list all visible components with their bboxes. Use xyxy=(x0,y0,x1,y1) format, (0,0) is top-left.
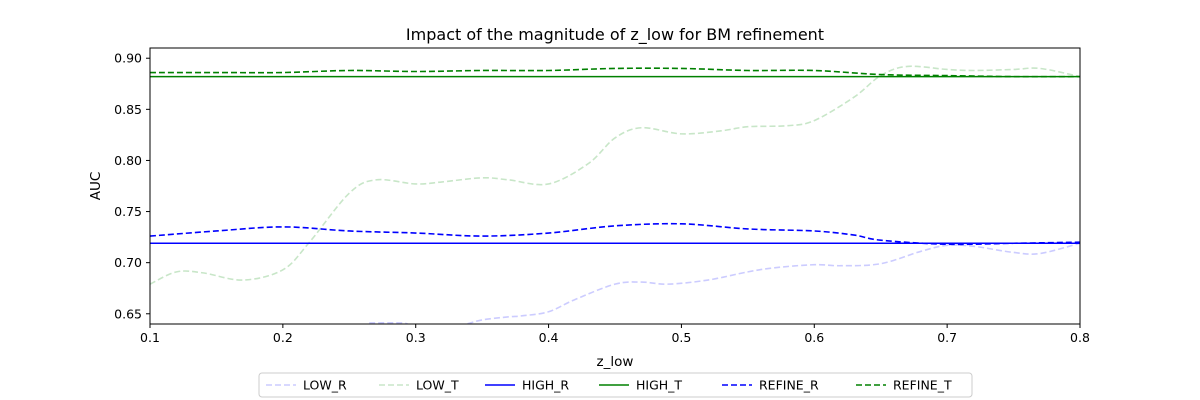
legend-label-low-t: LOW_T xyxy=(416,378,459,393)
legend-label-refine-r: REFINE_R xyxy=(759,378,819,393)
series-layer xyxy=(150,65,1080,324)
chart-legend: LOW_R LOW_T HIGH_R HIGH_T REFINE_R REFINE_T xyxy=(258,372,973,398)
series-line-low-r xyxy=(369,242,1080,324)
plot-area-frame xyxy=(149,47,1081,325)
y-tick-label: 0.85 xyxy=(114,102,142,117)
legend-label-refine-t: REFINE_T xyxy=(893,378,952,393)
series-line-refine-r xyxy=(150,222,1080,246)
x-tick-label: 0.6 xyxy=(804,330,824,345)
x-tick-label: 0.4 xyxy=(539,330,559,345)
y-axis-ticks: 0.65 0.70 0.75 0.80 0.85 0.90 xyxy=(114,51,150,321)
series-line-refine-t xyxy=(150,67,1080,78)
x-tick-label: 0.2 xyxy=(273,330,293,345)
x-tick-label: 0.3 xyxy=(406,330,426,345)
x-axis-ticks: 0.1 0.2 0.3 0.4 0.5 0.6 0.7 0.8 xyxy=(140,324,1090,345)
x-tick-label: 0.7 xyxy=(937,330,957,345)
legend-label-low-r: LOW_R xyxy=(303,378,347,393)
legend-label-high-r: HIGH_R xyxy=(522,378,569,393)
y-tick-label: 0.90 xyxy=(114,51,142,66)
x-tick-label: 0.5 xyxy=(671,330,691,345)
y-tick-label: 0.65 xyxy=(114,306,142,321)
x-axis-title: z_low xyxy=(597,354,634,370)
x-tick-label: 0.8 xyxy=(1070,330,1090,345)
y-tick-label: 0.80 xyxy=(114,153,142,168)
chart-title: Impact of the magnitude of z_low for BM … xyxy=(406,25,824,45)
y-tick-label: 0.70 xyxy=(114,255,142,270)
y-tick-label: 0.75 xyxy=(114,204,142,219)
series-line-low-t xyxy=(150,65,1080,285)
y-axis-title: AUC xyxy=(88,172,104,201)
x-tick-label: 0.1 xyxy=(140,330,160,345)
legend-label-high-t: HIGH_T xyxy=(636,378,682,393)
